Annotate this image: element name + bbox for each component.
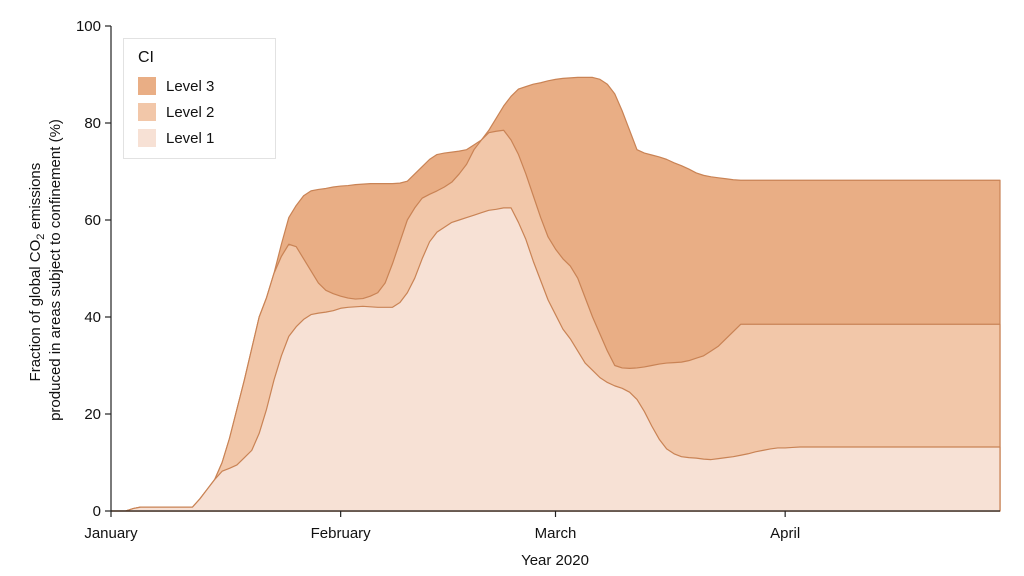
x-tick-label: January [84,525,138,542]
y-tick-label: 100 [76,18,101,35]
legend-label-level-2: Level 2 [166,103,215,121]
legend-swatch-level-3 [138,77,156,95]
legend-label-level-1: Level 1 [166,129,215,147]
x-axis-label: Year 2020 [521,552,589,569]
x-ticks: January February March April [84,511,800,542]
legend-item-level-2: Level 2 [138,102,214,122]
x-tick-label: April [770,525,800,542]
y-tick-label: 20 [84,406,101,423]
y-tick-label: 40 [84,309,101,326]
x-tick-label: February [311,525,372,542]
legend-swatch-level-1 [138,129,156,147]
y-axis-label-subscript: 2 [35,234,47,240]
y-tick-label: 0 [93,503,101,520]
legend-swatch-level-2 [138,103,156,121]
area-level-1 [110,207,1001,512]
legend: CI Level 3 Level 2 Level 1 [123,38,276,159]
x-tick-label: March [535,525,577,542]
y-axis-label-line2: produced in areas subject to confinement… [47,119,64,421]
y-axis-label: Fraction of global CO2 emissions produce… [27,119,64,421]
legend-title: CI [138,49,154,66]
y-tick-label: 80 [84,115,101,132]
legend-item-level-1: Level 1 [138,128,214,148]
y-ticks: 0 20 40 60 80 100 [76,18,111,520]
y-axis-label-line1: Fraction of global CO2 emissions [27,163,47,382]
legend-label-level-3: Level 3 [166,77,215,95]
legend-item-level-3: Level 3 [138,76,214,96]
series-areas [110,76,1001,512]
y-tick-label: 60 [84,212,101,229]
